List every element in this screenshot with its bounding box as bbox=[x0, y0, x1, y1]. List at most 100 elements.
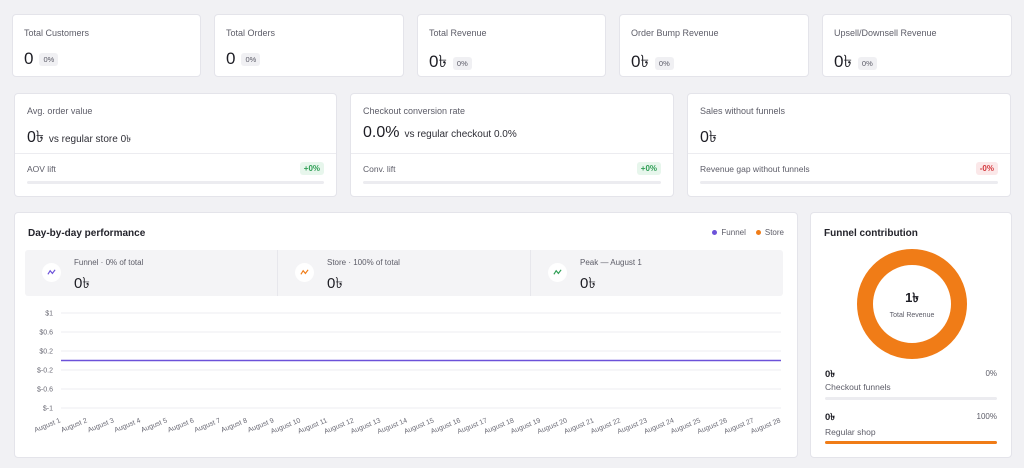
kpi-label: Total Customers bbox=[24, 28, 90, 38]
donut-label: Total Revenue bbox=[889, 312, 935, 319]
kpi-pct-badge: 0% bbox=[241, 52, 261, 66]
lift-label: AOV lift bbox=[27, 164, 56, 174]
kpi-value-row: 0 0% bbox=[24, 49, 59, 69]
kpi-card-total-orders: Total Orders 0 0% bbox=[214, 14, 404, 77]
kpi-pct-badge: 0% bbox=[39, 52, 59, 66]
divider bbox=[15, 153, 336, 154]
kpi-label: Total Revenue bbox=[429, 28, 487, 38]
kpi-value: 0 bbox=[24, 49, 34, 68]
legend-dot bbox=[712, 230, 718, 235]
lift-badge: +0% bbox=[299, 162, 324, 175]
lift-label: Revenue gap without funnels bbox=[700, 164, 810, 174]
contribution-bar bbox=[825, 441, 997, 444]
kpi-card-total-customers: Total Customers 0 0% bbox=[12, 14, 201, 77]
kpi-card-upsell-downsell-revenue: Upsell/Downsell Revenue 0৳ 0% bbox=[822, 14, 1012, 77]
y-tick-label: $1 bbox=[45, 311, 53, 318]
summary-label: Store · 100% of total bbox=[327, 258, 400, 267]
summary-peak: Peak — August 1 0৳ bbox=[531, 250, 783, 296]
legend-item-funnel[interactable]: Funnel bbox=[712, 228, 746, 237]
contribution-pct: 0% bbox=[985, 369, 997, 378]
metric-value-row: 0৳ vs regular store 0৳ bbox=[27, 124, 131, 151]
kpi-label: Upsell/Downsell Revenue bbox=[834, 28, 937, 38]
metric-value: 0৳ bbox=[27, 129, 44, 146]
legend-dot bbox=[755, 230, 761, 235]
contribution-pct: 100% bbox=[976, 412, 997, 421]
trend-icon bbox=[295, 263, 314, 282]
metric-value-row: 0৳ bbox=[700, 124, 717, 151]
contribution-label: Regular shop bbox=[825, 427, 876, 437]
lift-badge: +0% bbox=[636, 162, 661, 175]
metric-card-avg-order-value: Avg. order value 0৳ vs regular store 0৳ A… bbox=[14, 93, 337, 197]
x-tick-label: August 2 bbox=[60, 417, 88, 434]
kpi-label: Order Bump Revenue bbox=[631, 28, 719, 38]
legend-label: Funnel bbox=[721, 228, 746, 237]
lift-badge: -0% bbox=[975, 162, 998, 175]
metric-label: Checkout conversion rate bbox=[363, 106, 466, 116]
y-tick-label: $0.2 bbox=[39, 349, 53, 356]
summary-label: Funnel · 0% of total bbox=[74, 258, 144, 267]
x-tick-label: August 28 bbox=[750, 417, 782, 435]
chart-legend: Funnel Store bbox=[712, 228, 784, 237]
donut-value: 1৳ bbox=[905, 290, 919, 305]
x-tick-label: August 5 bbox=[140, 417, 168, 434]
metric-card-sales-without-funnels: Sales without funnels 0৳ Revenue gap wit… bbox=[687, 93, 1011, 197]
kpi-value-row: 0৳ 0% bbox=[834, 49, 877, 77]
kpi-pct-badge: 0% bbox=[857, 56, 877, 70]
performance-summary: Funnel · 0% of total 0৳ Store · 100% of … bbox=[25, 250, 783, 296]
metric-value: 0.0% bbox=[363, 124, 400, 141]
contribution-title: Funnel contribution bbox=[824, 228, 918, 239]
y-tick-label: $-1 bbox=[43, 406, 53, 413]
metric-comparison: vs regular checkout 0.0% bbox=[404, 129, 517, 140]
y-tick-label: $0.6 bbox=[39, 330, 53, 337]
x-tick-label: August 6 bbox=[167, 417, 195, 434]
lift-bar bbox=[27, 181, 324, 184]
y-tick-label: $-0.2 bbox=[37, 368, 53, 375]
kpi-value: 0৳ bbox=[429, 52, 447, 71]
metric-comparison: vs regular store 0৳ bbox=[48, 134, 132, 145]
kpi-value: 0৳ bbox=[631, 52, 649, 71]
contribution-bar-fill bbox=[825, 441, 997, 444]
x-tick-label: August 4 bbox=[113, 417, 141, 434]
summary-label: Peak — August 1 bbox=[580, 258, 642, 267]
contribution-value: 0৳ bbox=[825, 412, 836, 423]
contribution-card: Funnel contribution 1৳ Total Revenue 0৳ … bbox=[810, 212, 1012, 458]
kpi-pct-badge: 0% bbox=[452, 56, 472, 70]
kpi-value: 0৳ bbox=[834, 52, 852, 71]
contribution-value: 0৳ bbox=[825, 369, 836, 380]
lift-label: Conv. lift bbox=[363, 164, 396, 174]
contribution-donut bbox=[857, 249, 967, 359]
kpi-value-row: 0৳ 0% bbox=[429, 49, 472, 77]
summary-value: 0৳ bbox=[580, 275, 596, 292]
kpi-label: Total Orders bbox=[226, 28, 276, 38]
summary-value: 0৳ bbox=[327, 275, 343, 292]
contribution-row-checkout-funnels: 0৳ 0% Checkout funnels bbox=[825, 368, 997, 402]
performance-card: Day-by-day performance Funnel Store Funn… bbox=[14, 212, 798, 458]
x-tick-label: August 1 bbox=[33, 417, 61, 434]
kpi-card-total-revenue: Total Revenue 0৳ 0% bbox=[417, 14, 606, 77]
legend-label: Store bbox=[764, 228, 784, 237]
divider bbox=[351, 153, 673, 154]
summary-funnel: Funnel · 0% of total 0৳ bbox=[25, 250, 278, 296]
contribution-bar bbox=[825, 397, 997, 400]
lift-bar bbox=[700, 181, 998, 184]
kpi-pct-badge: 0% bbox=[654, 56, 674, 70]
kpi-value-row: 0৳ 0% bbox=[631, 49, 674, 77]
x-tick-label: August 10 bbox=[270, 417, 302, 435]
metric-card-checkout-conversion: Checkout conversion rate 0.0% vs regular … bbox=[350, 93, 674, 197]
lift-bar bbox=[363, 181, 661, 184]
metric-label: Avg. order value bbox=[27, 106, 93, 116]
x-tick-label: August 8 bbox=[220, 417, 248, 434]
kpi-card-order-bump-revenue: Order Bump Revenue 0৳ 0% bbox=[619, 14, 809, 77]
x-tick-label: August 3 bbox=[87, 417, 115, 434]
trend-icon bbox=[42, 263, 61, 282]
summary-value: 0৳ bbox=[74, 275, 90, 292]
metric-label: Sales without funnels bbox=[700, 106, 786, 116]
donut-ring bbox=[857, 249, 967, 359]
donut-center: 1৳ Total Revenue bbox=[856, 248, 968, 360]
kpi-value-row: 0 0% bbox=[226, 49, 261, 69]
performance-title: Day-by-day performance bbox=[28, 228, 146, 239]
metric-value: 0৳ bbox=[700, 129, 717, 146]
legend-item-store[interactable]: Store bbox=[755, 228, 784, 237]
y-tick-label: $-0.6 bbox=[37, 387, 53, 394]
